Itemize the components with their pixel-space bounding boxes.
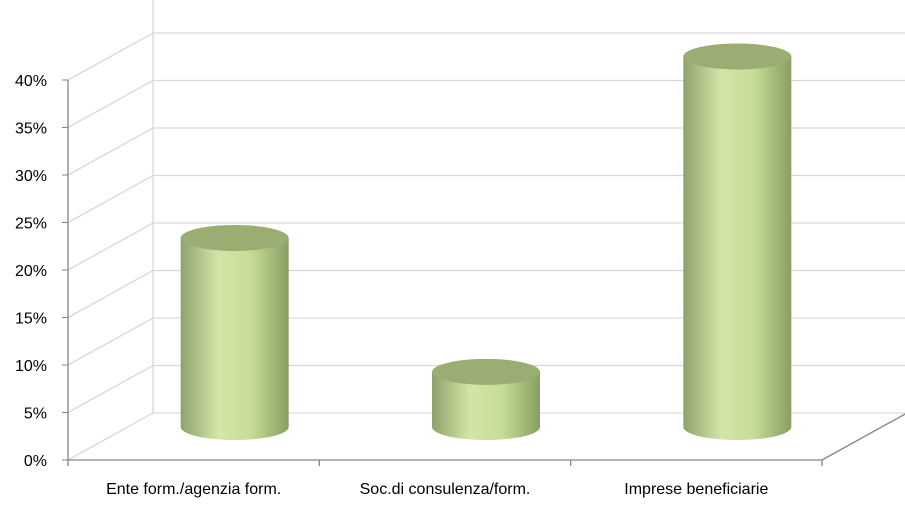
x-category-label: Imprese beneficiarie (624, 481, 768, 498)
y-tick-label: 40% (15, 73, 47, 90)
x-category-label: Ente form./agenzia form. (106, 481, 281, 498)
bar-body (180, 237, 289, 440)
x-category-label: Soc.di consulenza/form. (360, 481, 531, 498)
bar-body (683, 56, 792, 440)
bar-top (180, 224, 289, 251)
bar-top (432, 358, 540, 385)
bar (180, 224, 289, 440)
y-tick-label: 30% (15, 168, 47, 185)
bar-body (432, 371, 540, 440)
floor-right-edge (821, 413, 905, 461)
y-tick-label: 15% (15, 311, 47, 328)
bar-top (683, 43, 792, 70)
bar (683, 43, 792, 440)
y-tick-label: 35% (15, 121, 47, 138)
y-axis-ticks: 0% 5% 10% 15% 20% 25% 30% 35% 40% (15, 73, 68, 470)
bars (180, 43, 792, 440)
y-tick-label: 25% (15, 216, 47, 233)
y-tick-label: 10% (15, 358, 47, 375)
x-axis-categories: Ente form./agenzia form. Soc.di consulenz… (106, 481, 768, 498)
y-tick-label: 0% (24, 453, 47, 470)
y-tick-label: 20% (15, 263, 47, 280)
y-tick-label: 5% (24, 406, 47, 423)
bar (432, 358, 540, 440)
gridlines (67, 0, 905, 461)
